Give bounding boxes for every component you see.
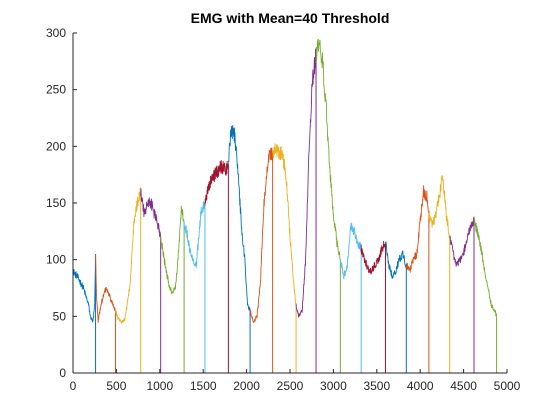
x-tick-label: 500 — [106, 379, 126, 393]
series-line-segment-3 — [115, 187, 142, 324]
series-line-segment-6 — [183, 201, 206, 268]
x-tick-label: 2500 — [277, 379, 304, 393]
x-tick-label: 4000 — [407, 379, 434, 393]
x-tick-label: 3000 — [320, 379, 347, 393]
series-line-segment-15 — [385, 241, 407, 279]
y-tick-label: 100 — [46, 253, 66, 267]
y-tick-label: 150 — [46, 196, 66, 210]
x-tick-label: 2000 — [233, 379, 260, 393]
y-tick-label: 200 — [46, 139, 66, 153]
plot-area — [72, 38, 498, 373]
series-line-segment-2 — [95, 254, 116, 324]
series-line-segment-17 — [428, 175, 451, 238]
series-line-segment-16 — [405, 185, 430, 273]
y-tick-label: 250 — [46, 83, 66, 97]
y-tick-label: 0 — [59, 366, 66, 380]
x-tick-label: 1000 — [146, 379, 173, 393]
series-line-segment-12 — [315, 38, 341, 260]
series-line-segment-13 — [339, 222, 362, 280]
series-line-segment-19 — [473, 216, 498, 317]
y-tick-label: 300 — [46, 26, 66, 40]
series-line-segment-11 — [295, 48, 317, 318]
x-tick-label: 0 — [70, 379, 77, 393]
series-line-segment-18 — [449, 217, 475, 267]
y-tick-label: 50 — [53, 309, 67, 323]
series-line-segment-10 — [272, 143, 297, 306]
series-line-segment-8 — [227, 124, 251, 311]
series-line-segment-1 — [72, 253, 97, 323]
series-line-segment-4 — [140, 188, 162, 238]
x-tick-label: 5000 — [494, 379, 521, 393]
series-line-segment-9 — [249, 147, 274, 323]
x-tick-label: 1500 — [190, 379, 217, 393]
series-line-segment-7 — [204, 159, 229, 206]
axes: 0 500 1000 1500 2000 2500 3000 3500 4000 4500 5000… — [46, 26, 521, 393]
series-line-segment-5 — [160, 205, 185, 294]
series-line-segment-14 — [360, 240, 386, 275]
x-tick-label: 3500 — [363, 379, 390, 393]
x-tick-label: 4500 — [450, 379, 477, 393]
chart-title: EMG with Mean=40 Threshold — [191, 10, 390, 26]
